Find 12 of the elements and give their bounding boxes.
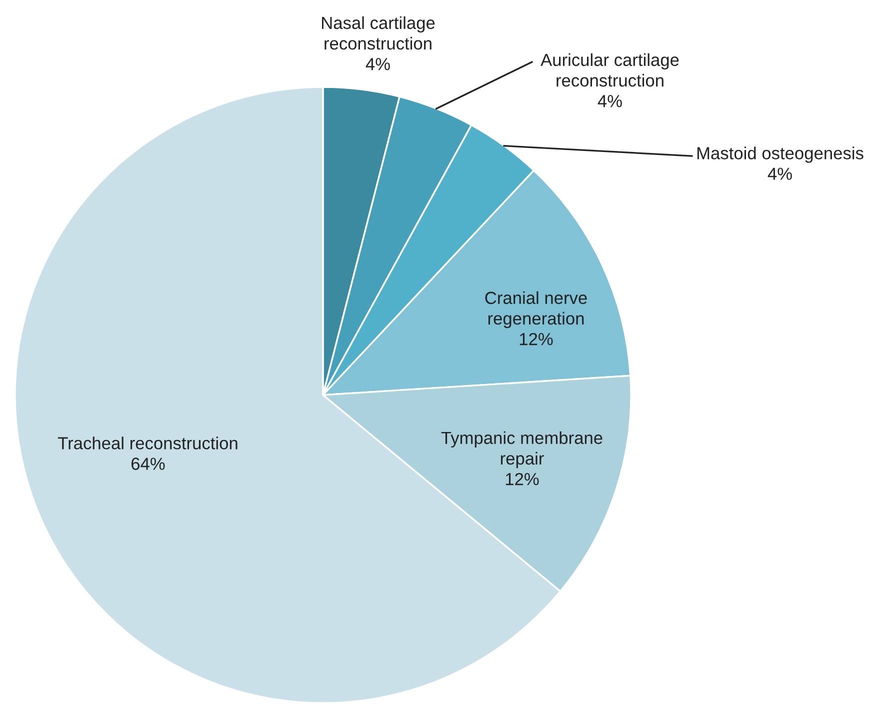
slice-label: Tympanic membrane repair <box>441 431 602 468</box>
data-label: 4% <box>598 95 622 108</box>
data-label: 4% <box>366 58 390 70</box>
slice-label: Cranial nerve regeneration <box>485 291 587 328</box>
data-label: 64% <box>132 458 165 470</box>
data-label: 4% <box>768 168 792 180</box>
data-label: 12% <box>520 332 553 346</box>
slice-label: Mastoid osteogenesis <box>697 146 864 163</box>
slice-label: Tracheal reconstruction <box>58 436 238 450</box>
slice-label: Auricular cartilage reconstruction <box>540 53 679 87</box>
data-label: 12% <box>506 472 539 486</box>
slice-label: Nasal cartilage reconstruction <box>322 16 435 50</box>
